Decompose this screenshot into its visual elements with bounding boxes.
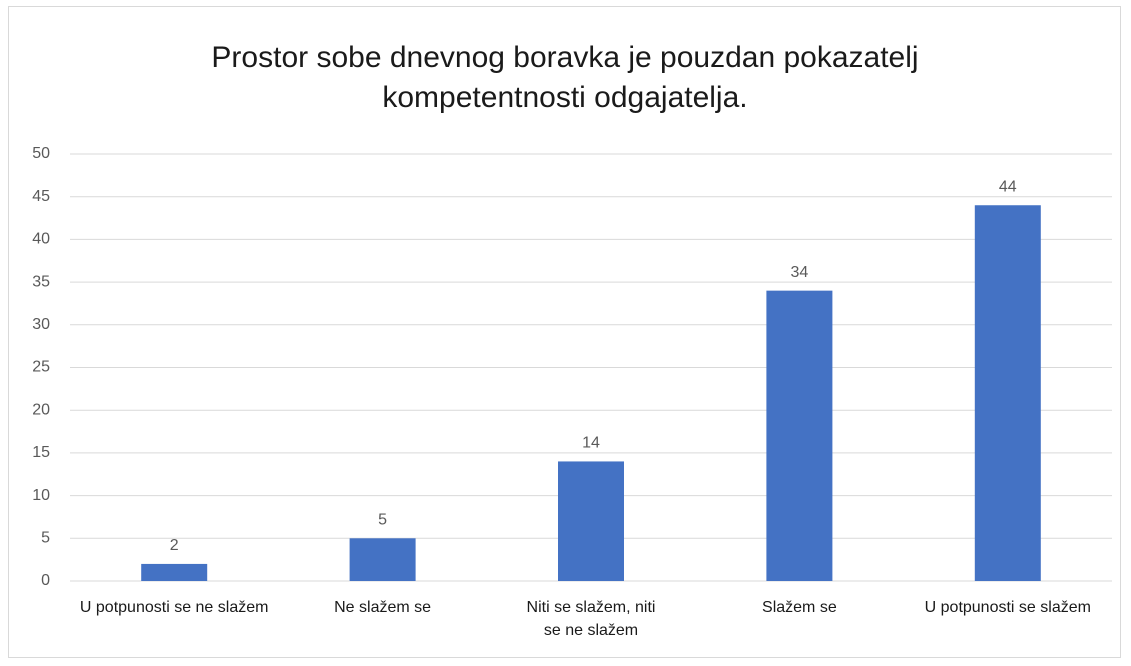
data-label: 2: [170, 537, 179, 554]
x-tick-label: U potpunosti se ne slažem: [79, 599, 269, 616]
data-label: 14: [582, 435, 600, 452]
bar: [974, 205, 1041, 582]
x-tick-label: Niti se slažem, niti se ne slažem: [526, 599, 656, 639]
y-tick-label: 30: [32, 316, 50, 333]
bar: [558, 461, 624, 581]
chart-frame: [8, 6, 1121, 658]
x-tick-label: Slažem se: [762, 599, 837, 616]
y-tick-label: 10: [32, 487, 50, 504]
bar: [766, 290, 833, 581]
x-tick-label: Ne slažem se: [334, 599, 432, 616]
y-tick-label: 50: [32, 145, 50, 162]
y-tick-label: 5: [41, 530, 50, 547]
y-tick-label: 35: [32, 273, 50, 290]
y-tick-label: 20: [32, 401, 50, 418]
chart-title: Prostor sobe dnevnog boravka je pouzdan …: [211, 41, 919, 114]
y-tick-label: 45: [32, 188, 50, 205]
data-label: 34: [791, 264, 809, 281]
bar: [141, 563, 208, 581]
x-tick-label: U potpunosti se slažem: [924, 599, 1091, 616]
data-label: 44: [999, 178, 1017, 195]
bar: [349, 538, 416, 581]
y-tick-label: 25: [32, 359, 50, 376]
y-tick-label: 0: [41, 572, 50, 589]
data-label: 5: [378, 512, 387, 529]
y-tick-label: 40: [32, 231, 50, 248]
y-tick-label: 15: [32, 444, 50, 461]
